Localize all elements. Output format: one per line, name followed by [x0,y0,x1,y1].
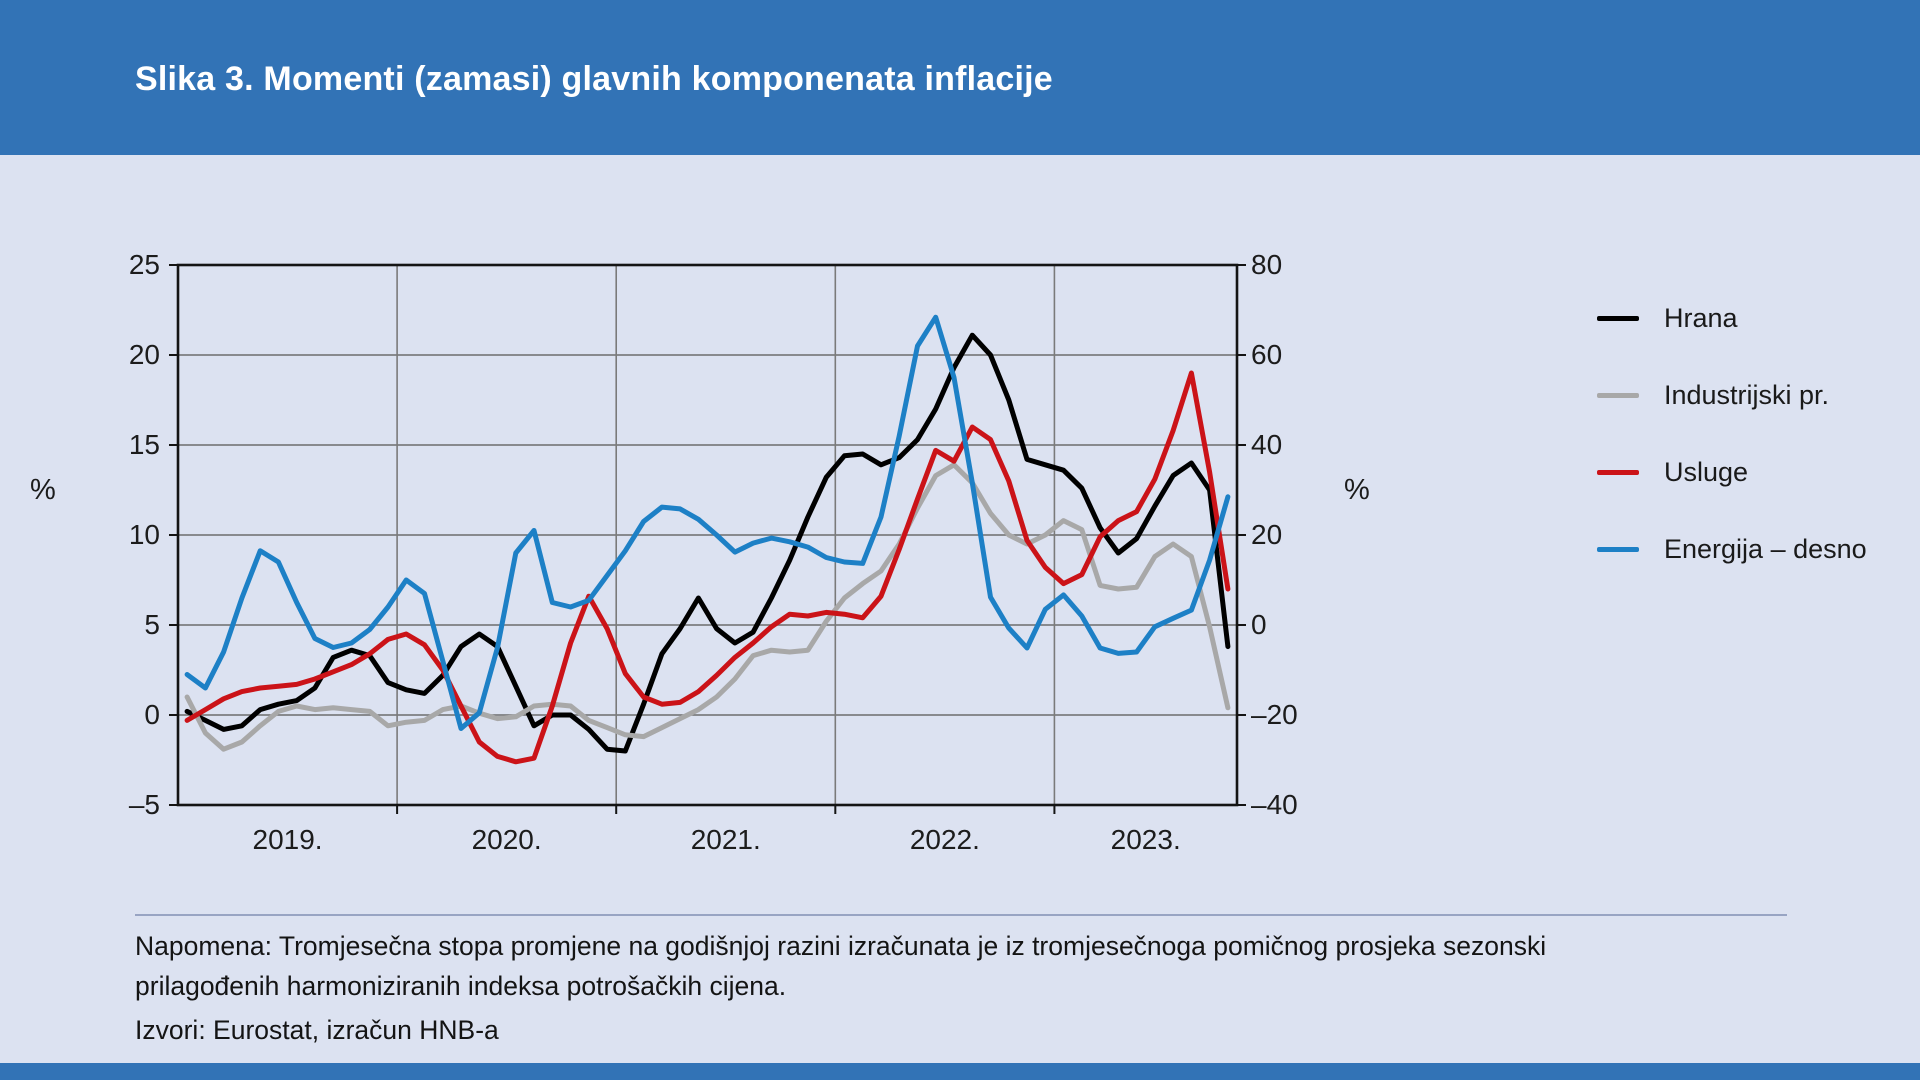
chart-sources: Izvori: Eurostat, izračun HNB-a [135,1015,499,1045]
legend-swatch-hrana [1597,315,1639,321]
legend-item-usluge: Usluge [1597,457,1867,487]
legend-swatch-usluge [1597,469,1639,475]
legend-swatch-industrijski [1597,392,1639,398]
footer-divider [135,914,1787,916]
series-line-industrijski-pr [184,462,1231,752]
legend-item-energija: Energija – desno [1597,534,1867,564]
legend-label-energija: Energija – desno [1664,533,1867,564]
plot-border [176,263,1239,807]
series-line-hrana [184,332,1231,754]
bottom-band [0,1063,1920,1080]
page-title: Slika 3. Momenti (zamasi) glavnih kompon… [135,60,1053,98]
series-line-usluge [184,370,1231,765]
legend-item-industrijski: Industrijski pr. [1597,380,1867,410]
legend-label-hrana: Hrana [1664,302,1738,333]
legend-item-hrana: Hrana [1597,303,1867,333]
header-band: Slika 3. Momenti (zamasi) glavnih kompon… [0,0,1920,155]
legend-swatch-energija [1597,546,1639,552]
legend-label-industrijski: Industrijski pr. [1664,379,1830,410]
legend-label-usluge: Usluge [1664,456,1749,487]
chart-note: Napomena: Tromjesečna stopa promjene na … [135,931,1547,1001]
series-line-energija-desno [184,314,1231,731]
chart-legend: Hrana Industrijski pr. Usluge Energija –… [1597,303,1867,611]
